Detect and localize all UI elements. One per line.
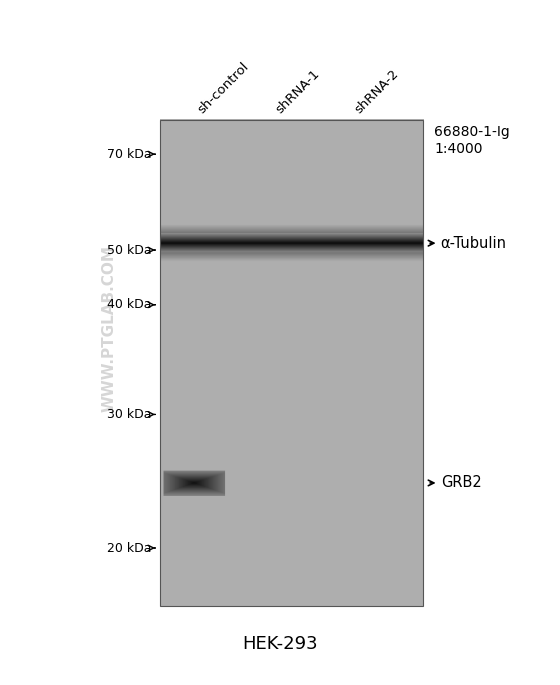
Text: 50 kDa: 50 kDa — [106, 244, 151, 256]
Text: HEK-293: HEK-293 — [242, 635, 318, 653]
Text: α-Tubulin: α-Tubulin — [441, 236, 507, 251]
Text: 70 kDa: 70 kDa — [106, 148, 151, 160]
Text: 30 kDa: 30 kDa — [107, 408, 151, 421]
Text: sh-control: sh-control — [195, 60, 251, 116]
Text: 20 kDa: 20 kDa — [107, 542, 151, 554]
Text: shRNA-2: shRNA-2 — [352, 67, 401, 116]
Bar — [160, 120, 423, 606]
Text: 40 kDa: 40 kDa — [107, 299, 151, 311]
Text: GRB2: GRB2 — [441, 475, 482, 490]
Text: 66880-1-Ig
1:4000: 66880-1-Ig 1:4000 — [434, 125, 510, 155]
Text: WWW.PTGLAB.COM: WWW.PTGLAB.COM — [102, 245, 116, 412]
Text: shRNA-1: shRNA-1 — [274, 67, 323, 116]
